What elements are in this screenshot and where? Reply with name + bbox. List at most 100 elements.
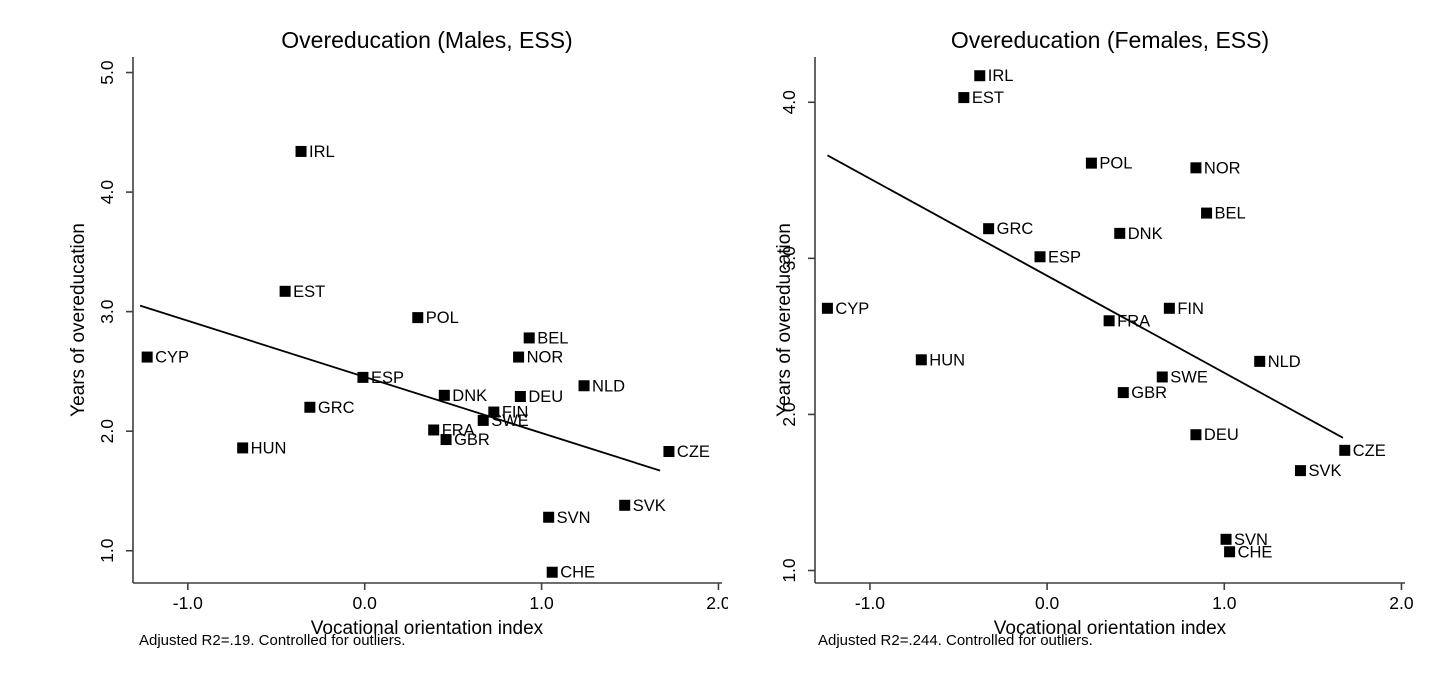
x-axis-title: Vocational orientation index xyxy=(311,618,544,639)
data-point-CZE xyxy=(1339,444,1351,456)
y-tick-label: 1.0 xyxy=(97,538,117,563)
data-point-SWE xyxy=(477,414,489,426)
plot-area-females: -1.0 0.0 1.0 2.0 1.0 2.0 3.0 4.0 CYP HUN EST IRL GRC… xyxy=(779,57,1414,613)
data-point-NOR xyxy=(513,351,525,363)
data-point-label-POL: POL xyxy=(1099,155,1132,173)
x-tick-label: 2.0 xyxy=(706,593,728,613)
trend-line xyxy=(139,304,661,472)
y-tick-label: 5.0 xyxy=(97,60,117,85)
data-point-label-DNK: DNK xyxy=(452,387,487,405)
data-point-label-GBR: GBR xyxy=(454,431,490,449)
data-point-label-CHE: CHE xyxy=(1238,543,1273,561)
data-point-CYP xyxy=(821,302,833,314)
y-tick-label: 4.0 xyxy=(97,180,117,205)
x-axis-title: Vocational orientation index xyxy=(994,618,1227,639)
trend-line xyxy=(826,154,1344,439)
data-point-CYP xyxy=(141,351,153,363)
data-point-ESP xyxy=(357,371,369,383)
data-point-GRC xyxy=(983,223,995,235)
data-point-label-IRL: IRL xyxy=(988,67,1014,85)
data-point-label-ESP: ESP xyxy=(371,369,404,387)
data-point-label-SWE: SWE xyxy=(491,412,529,430)
y-tick-label: 2.0 xyxy=(779,402,799,427)
data-point-POL xyxy=(412,312,424,324)
y-tick-label: 4.0 xyxy=(779,90,799,115)
chart-title: Overeducation (Females, ESS) xyxy=(951,27,1269,53)
data-point-label-HUN: HUN xyxy=(251,439,287,457)
data-point-SVK xyxy=(1294,465,1306,477)
y-axis-title: Years of overeducation xyxy=(68,223,89,417)
data-point-HUN xyxy=(237,442,249,454)
y-tick-label: 3.0 xyxy=(97,299,117,324)
data-point-label-FIN: FIN xyxy=(1177,300,1204,318)
data-point-label-NLD: NLD xyxy=(1268,353,1301,371)
data-point-label-GRC: GRC xyxy=(997,220,1034,238)
data-point-CHE xyxy=(546,566,558,578)
data-point-GBR xyxy=(1117,387,1129,399)
data-point-label-GBR: GBR xyxy=(1131,384,1167,402)
data-point-label-CYP: CYP xyxy=(155,349,189,367)
x-tick-label: 0.0 xyxy=(1035,593,1060,613)
panel-females: Overeducation (Females, ESS) Vocational … xyxy=(728,0,1456,677)
data-point-label-CZE: CZE xyxy=(677,443,710,461)
data-point-label-FIN: FIN xyxy=(502,404,529,422)
data-point-BEL xyxy=(523,332,535,344)
data-point-label-DEU: DEU xyxy=(528,388,563,406)
data-point-label-CHE: CHE xyxy=(560,564,595,582)
data-point-label-CZE: CZE xyxy=(1353,442,1386,460)
chart-females-scatter: Overeducation (Females, ESS) Vocational … xyxy=(774,27,1414,649)
data-point-label-IRL: IRL xyxy=(309,143,335,161)
data-point-HUN xyxy=(915,354,927,366)
x-tick-label: 1.0 xyxy=(529,593,554,613)
data-point-SVN xyxy=(543,511,555,523)
data-point-ESP xyxy=(1034,251,1046,263)
data-point-label-SVN: SVN xyxy=(1234,531,1268,549)
plot-area-males: -1.0 0.0 1.0 2.0 1.0 2.0 3.0 4.0 5.0 CYP HUN EST IRL… xyxy=(97,57,731,613)
data-point-GBR xyxy=(440,434,452,446)
data-point-label-BEL: BEL xyxy=(537,329,568,347)
data-point-label-ESP: ESP xyxy=(1048,248,1081,266)
data-point-label-FRA: FRA xyxy=(1117,312,1150,330)
data-point-label-DEU: DEU xyxy=(1204,426,1239,444)
panel-males: Overeducation (Males, ESS) Vocational or… xyxy=(68,27,731,649)
data-point-SVN xyxy=(1220,533,1232,545)
data-point-NOR xyxy=(1190,162,1202,174)
data-point-label-NOR: NOR xyxy=(527,349,564,367)
data-point-label-HUN: HUN xyxy=(929,351,965,369)
data-point-FRA xyxy=(1103,315,1115,327)
data-point-NLD xyxy=(1254,355,1266,367)
chart-title: Overeducation (Males, ESS) xyxy=(281,27,572,53)
data-point-label-SVK: SVK xyxy=(1308,462,1341,480)
data-point-CHE xyxy=(1224,546,1236,558)
x-tick-label: 0.0 xyxy=(353,593,378,613)
data-point-SWE xyxy=(1156,371,1168,383)
data-point-label-DNK: DNK xyxy=(1128,225,1163,243)
chart-males-scatter: Overeducation (Males, ESS) Vocational or… xyxy=(68,27,731,649)
y-tick-label: 2.0 xyxy=(97,419,117,444)
data-point-FIN xyxy=(488,406,500,418)
data-point-label-POL: POL xyxy=(426,309,459,327)
data-point-EST xyxy=(279,285,291,297)
data-point-FRA xyxy=(428,424,440,436)
data-point-IRL xyxy=(974,70,986,82)
data-point-DNK xyxy=(1114,227,1126,239)
data-point-SVK xyxy=(619,499,631,511)
data-point-label-EST: EST xyxy=(293,283,325,301)
data-point-label-SVK: SVK xyxy=(633,497,666,515)
data-point-POL xyxy=(1085,157,1097,169)
y-tick-label: 1.0 xyxy=(779,558,799,583)
data-point-label-SWE: SWE xyxy=(1170,368,1208,386)
data-point-label-NOR: NOR xyxy=(1204,159,1241,177)
x-tick-label: -1.0 xyxy=(173,593,203,613)
data-point-CZE xyxy=(663,446,675,457)
data-point-label-GRC: GRC xyxy=(318,399,355,417)
data-point-EST xyxy=(958,92,970,104)
data-point-label-SVN: SVN xyxy=(557,509,591,527)
data-point-label-EST: EST xyxy=(972,89,1004,107)
data-point-label-CYP: CYP xyxy=(835,300,869,318)
data-point-DNK xyxy=(438,389,450,401)
y-axis-title: Years of overeducation xyxy=(774,223,795,417)
footnote: Adjusted R2=.19. Controlled for outliers… xyxy=(139,632,405,649)
data-point-label-BEL: BEL xyxy=(1215,205,1246,223)
